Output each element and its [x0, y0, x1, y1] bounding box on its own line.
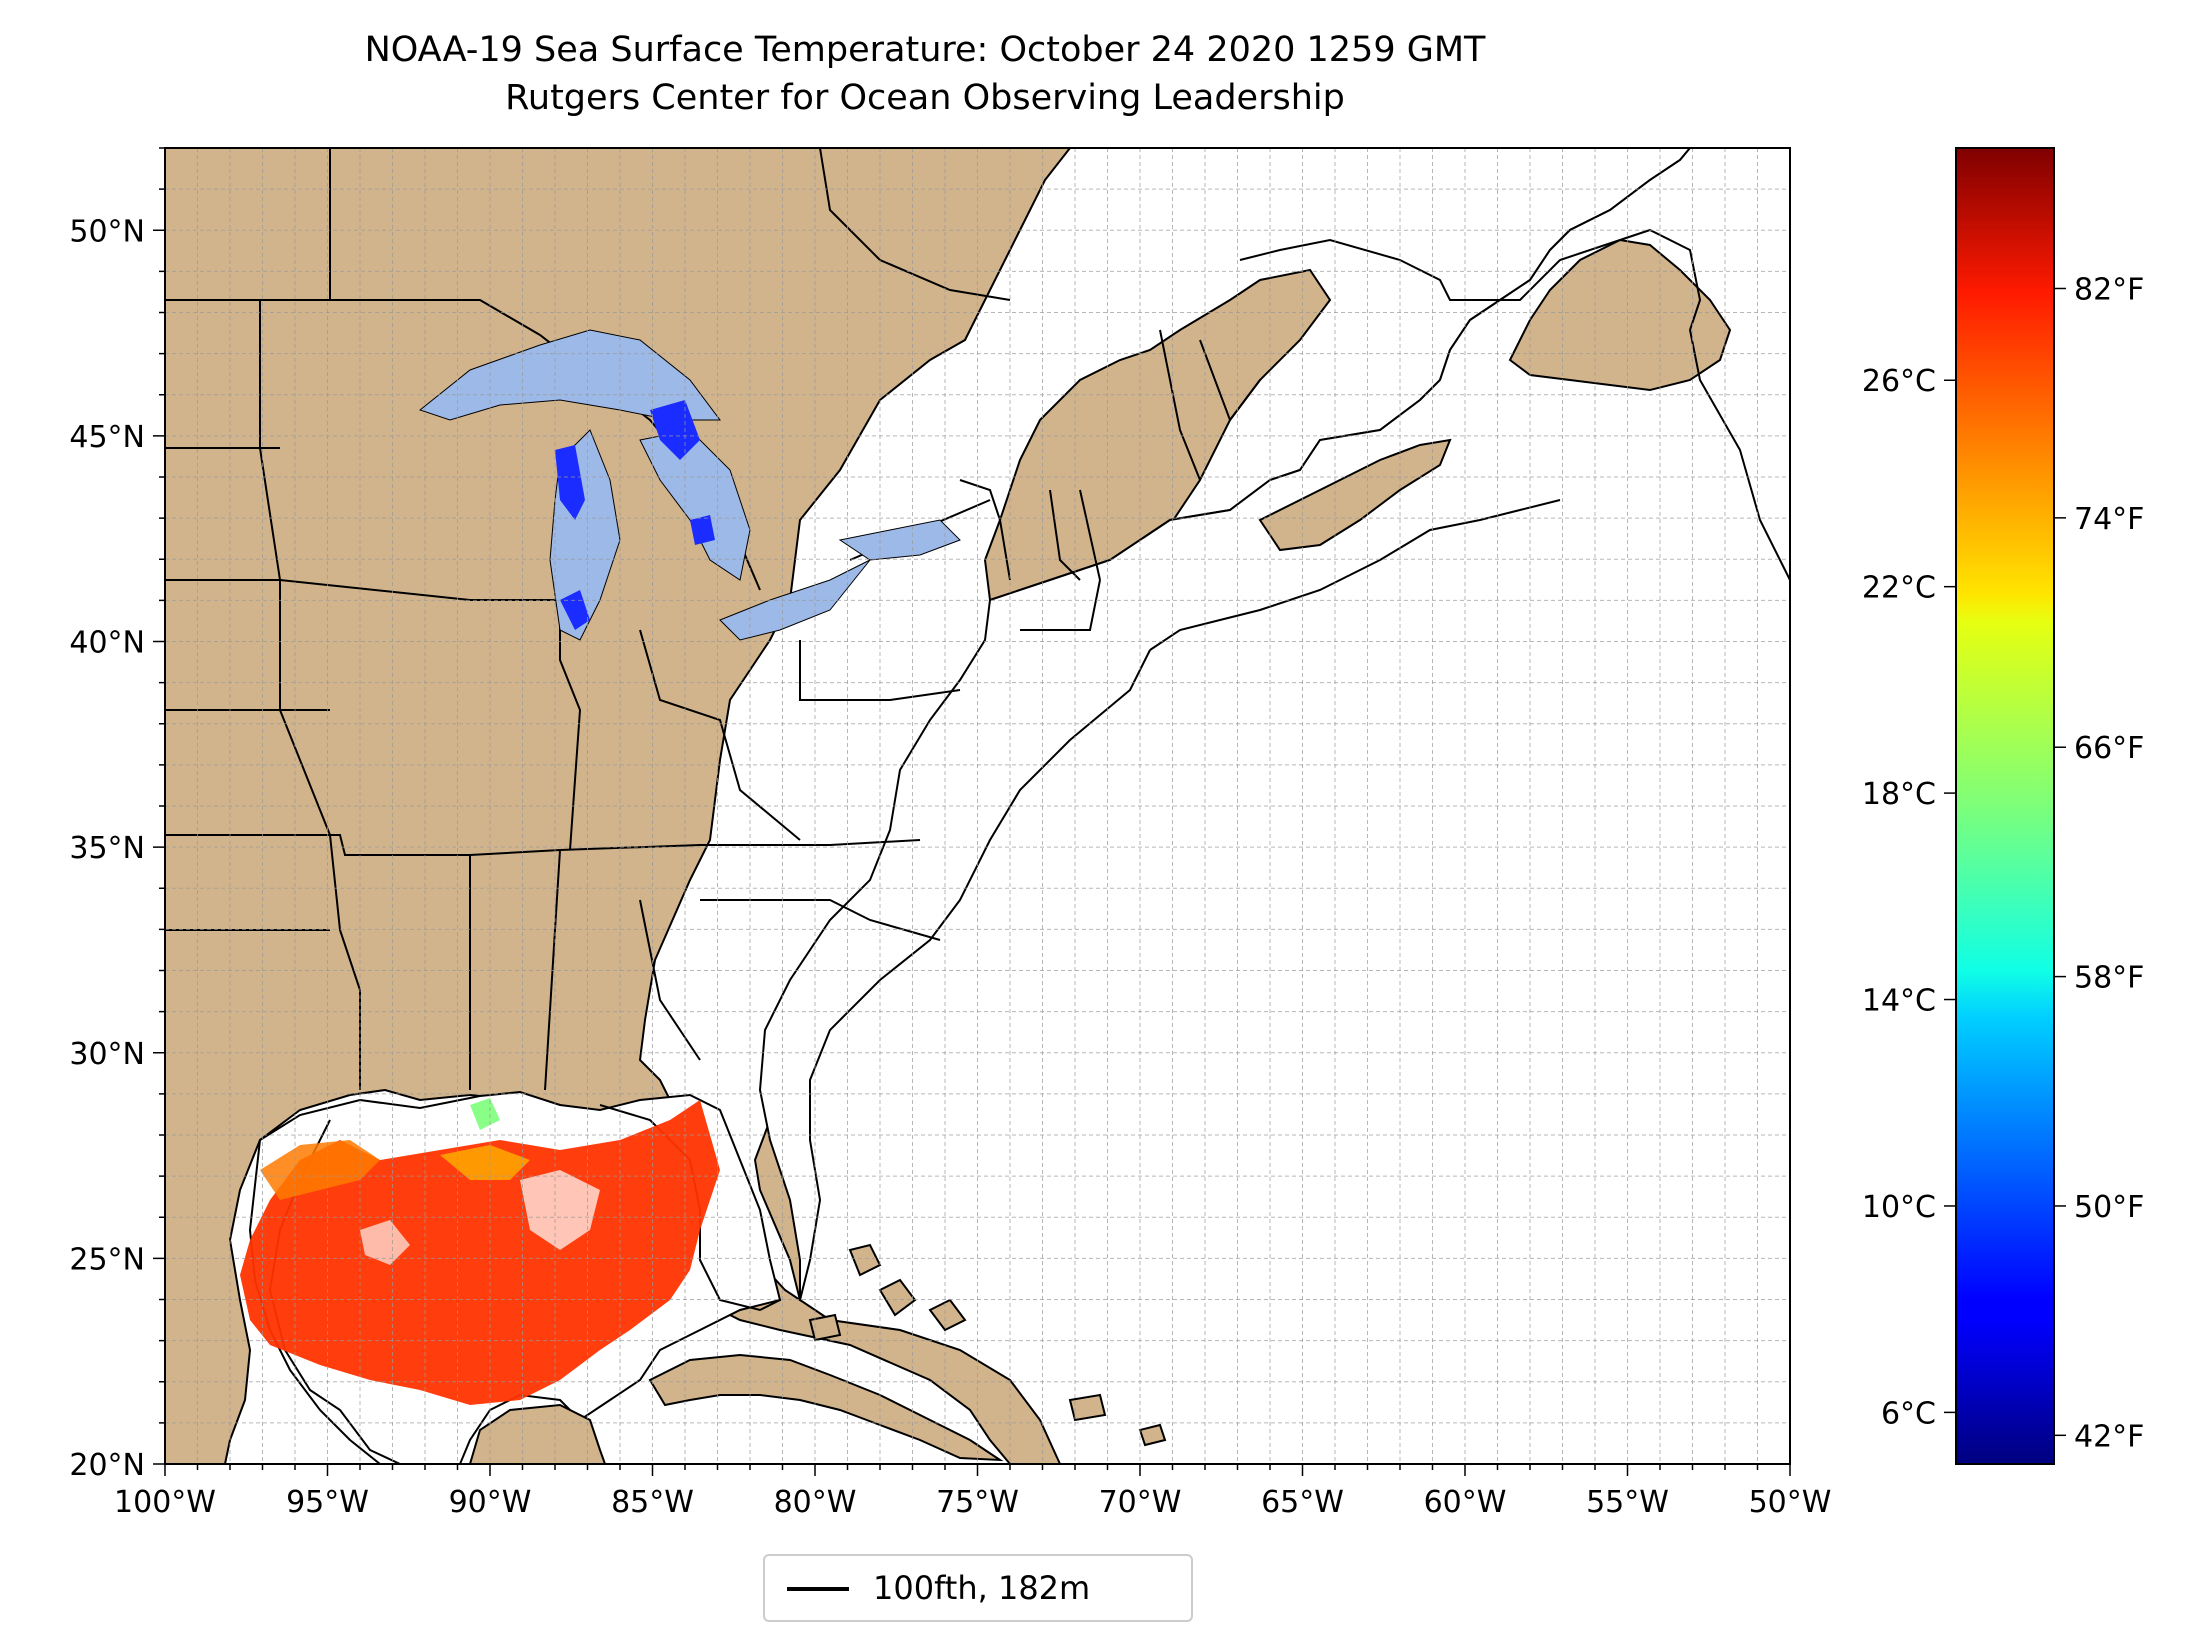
lon-tick-label: 75°W — [936, 1485, 1019, 1520]
legend-label: 100fth, 182m — [873, 1569, 1091, 1607]
colorbar-f-label: 50°F — [2074, 1190, 2144, 1225]
lat-tick-label: 30°N — [69, 1037, 145, 1072]
cuba-island — [648, 1353, 1004, 1462]
lon-tick-label: 80°W — [774, 1485, 857, 1520]
colorbar-celsius-ticks: 6°C 10°C 14°C 18°C 22°C 26°C — [1862, 364, 1956, 1431]
colorbar-gradient — [1955, 147, 2055, 1465]
colorbar[interactable]: 6°C 10°C 14°C 18°C 22°C 26°C 42°F 50°F 58°F 66°F… — [1862, 147, 2145, 1465]
lon-tick-label: 65°W — [1261, 1485, 1344, 1520]
lat-tick-label: 20°N — [69, 1448, 145, 1483]
nova-scotia — [1258, 438, 1452, 552]
map-gridlines — [165, 148, 1790, 1464]
colorbar-f-label: 74°F — [2074, 502, 2144, 537]
latitude-axis: 20°N 25°N 30°N 35°N 40°N 45°N 50°N — [69, 147, 165, 1483]
lon-tick-label: 90°W — [449, 1485, 532, 1520]
lat-tick-label: 50°N — [69, 214, 145, 249]
yucatan-peninsula — [468, 1403, 607, 1464]
lon-tick-label: 85°W — [611, 1485, 694, 1520]
colorbar-f-label: 42°F — [2074, 1419, 2144, 1454]
map-subtitle: Rutgers Center for Ocean Observing Leade… — [505, 78, 1345, 118]
map-title: NOAA-19 Sea Surface Temperature: October… — [364, 30, 1486, 70]
lon-tick-label: 100°W — [114, 1485, 216, 1520]
longitude-axis: 100°W 95°W 90°W 85°W 80°W 75°W 70°W 65°W 60°W 55°… — [114, 1464, 1831, 1520]
lat-tick-label: 35°N — [69, 831, 145, 866]
colorbar-f-label: 66°F — [2074, 731, 2144, 766]
lon-tick-label: 55°W — [1586, 1485, 1669, 1520]
legend-line-sample — [787, 1587, 849, 1591]
lon-tick-label: 95°W — [286, 1485, 369, 1520]
newfoundland-island — [1508, 238, 1732, 392]
colorbar-c-label: 10°C — [1862, 1190, 1936, 1225]
colorbar-f-label: 82°F — [2074, 272, 2144, 307]
colorbar-c-label: 6°C — [1881, 1396, 1936, 1431]
colorbar-c-label: 22°C — [1862, 571, 1936, 606]
colorbar-f-label: 58°F — [2074, 961, 2144, 996]
lat-tick-label: 40°N — [69, 626, 145, 661]
colorbar-c-label: 14°C — [1862, 984, 1936, 1019]
lon-tick-label: 70°W — [1099, 1485, 1182, 1520]
lon-tick-label: 60°W — [1424, 1485, 1507, 1520]
lat-tick-label: 25°N — [69, 1242, 145, 1277]
lon-tick-label: 50°W — [1749, 1485, 1832, 1520]
colorbar-c-label: 26°C — [1862, 364, 1936, 399]
bahamas-islands — [808, 1243, 1167, 1447]
colorbar-c-label: 18°C — [1862, 777, 1936, 812]
map-area[interactable] — [164, 147, 1791, 1465]
lat-tick-label: 45°N — [69, 420, 145, 455]
map-legend: 100fth, 182m — [763, 1554, 1193, 1622]
colorbar-fahrenheit-ticks: 42°F 50°F 58°F 66°F 74°F 82°F — [2054, 272, 2144, 1454]
